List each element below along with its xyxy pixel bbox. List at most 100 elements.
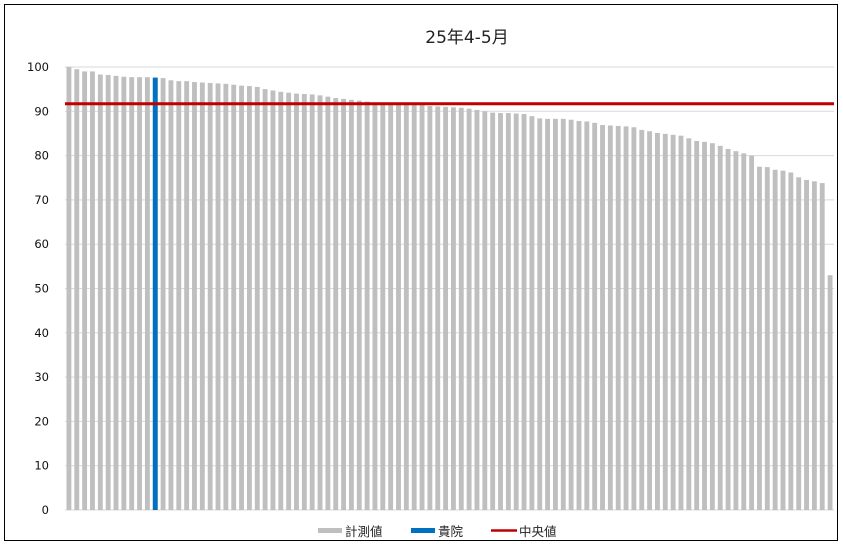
bar-measured — [144, 77, 150, 510]
bar-measured — [239, 85, 244, 511]
bar-measured — [246, 86, 252, 511]
y-tick-label: 40 — [34, 326, 49, 340]
bar-measured — [411, 104, 417, 511]
bar-measured — [505, 113, 511, 510]
bar-measured — [819, 183, 825, 510]
bar-measured — [568, 119, 574, 510]
y-tick-label: 90 — [34, 104, 49, 118]
y-tick-label: 60 — [34, 237, 49, 251]
bar-measured — [513, 113, 519, 510]
bar-measured — [780, 170, 786, 510]
bar-measured — [615, 125, 621, 511]
y-tick-label: 0 — [42, 503, 49, 517]
legend-label-measured: 計測値 — [345, 524, 383, 539]
y-tick-label: 10 — [34, 459, 49, 473]
y-tick-label: 100 — [27, 60, 49, 74]
bar-measured — [584, 121, 590, 511]
bar-measured — [262, 89, 268, 511]
bar-measured — [309, 94, 315, 510]
y-tick-label: 20 — [34, 414, 49, 428]
bar-measured — [278, 91, 284, 510]
legend-swatch-measured — [318, 528, 342, 533]
bar-measured — [678, 135, 684, 511]
bar-measured — [160, 78, 166, 510]
bar-measured — [113, 75, 119, 511]
bar-measured — [521, 113, 527, 511]
bar-measured — [443, 106, 449, 511]
bar-measured — [458, 107, 464, 510]
y-tick-label: 70 — [34, 193, 49, 207]
highlight-bar-group — [152, 77, 158, 510]
bar-measured — [294, 93, 299, 510]
bar-measured — [631, 127, 637, 510]
bar-measured — [764, 167, 770, 510]
bar-measured — [435, 106, 441, 511]
bar-measured — [450, 107, 456, 510]
bar-measured — [560, 118, 566, 510]
bar-measured — [176, 81, 182, 511]
bar-measured — [223, 83, 229, 510]
y-tick-label: 30 — [34, 370, 49, 384]
bar-measured — [545, 118, 551, 510]
bar-measured — [184, 81, 190, 511]
bar-measured — [741, 153, 747, 510]
bar-measured — [396, 103, 401, 511]
bar-measured — [576, 121, 582, 511]
bar-measured — [215, 83, 221, 510]
bar-measured — [709, 143, 715, 510]
bar-measured — [427, 105, 433, 510]
bar-measured — [74, 69, 80, 511]
y-tick-label: 50 — [34, 282, 49, 296]
bar-measured — [105, 74, 111, 510]
bar-measured — [647, 131, 653, 510]
bar-measured — [82, 71, 88, 511]
bar-measured — [553, 118, 558, 510]
chart-svg: 25年4-5月 0 10 20 30 40 50 60 70 80 90 100 計測値 貴院 中央… — [27, 28, 834, 539]
bar-measured — [419, 105, 425, 510]
legend: 計測値 貴院 中央値 — [318, 524, 557, 539]
bar-measured — [670, 134, 676, 510]
bar-measured — [137, 77, 142, 510]
bar-measured — [231, 84, 237, 510]
bar-measured — [725, 148, 731, 510]
bar-measured — [655, 133, 660, 510]
bar-measured — [757, 166, 762, 510]
bar-measured — [639, 129, 645, 510]
bar-measured — [529, 116, 535, 511]
bar-measured — [702, 141, 707, 510]
bar-measured — [372, 102, 378, 510]
bar-measured — [207, 82, 213, 510]
bar-measured — [592, 122, 598, 510]
y-tick-label: 80 — [34, 149, 49, 163]
bar-measured — [694, 140, 700, 511]
bar-measured — [474, 109, 480, 510]
bar-measured — [788, 172, 794, 510]
bar-measured — [772, 169, 778, 510]
bar-measured — [121, 76, 127, 510]
bar-measured — [717, 145, 723, 510]
bar-measured — [356, 100, 362, 511]
bar-measured — [192, 82, 197, 510]
bar-measured — [686, 138, 692, 510]
y-axis-ticks: 0 10 20 30 40 50 60 70 80 90 100 — [27, 60, 49, 517]
bar-measured — [199, 82, 205, 510]
bar-measured — [482, 111, 488, 511]
legend-label-median: 中央値 — [519, 524, 557, 539]
bar-measured — [301, 94, 307, 511]
legend-swatch-clinic — [411, 528, 435, 533]
bar-measured — [254, 86, 260, 510]
bar-measured — [623, 126, 629, 511]
bar-measured — [733, 151, 739, 511]
bar-measured — [90, 71, 95, 511]
bar-measured — [403, 104, 409, 511]
bar-measured — [333, 98, 339, 510]
bar-measured — [286, 92, 292, 510]
bar-measured — [348, 99, 354, 510]
bar-measured — [388, 103, 394, 510]
bar-measured — [270, 90, 276, 510]
bar-measured — [537, 118, 543, 510]
bar-measured — [811, 181, 817, 511]
bar-measured — [380, 102, 386, 510]
bar-measured — [607, 125, 613, 510]
bar-measured — [498, 113, 503, 510]
